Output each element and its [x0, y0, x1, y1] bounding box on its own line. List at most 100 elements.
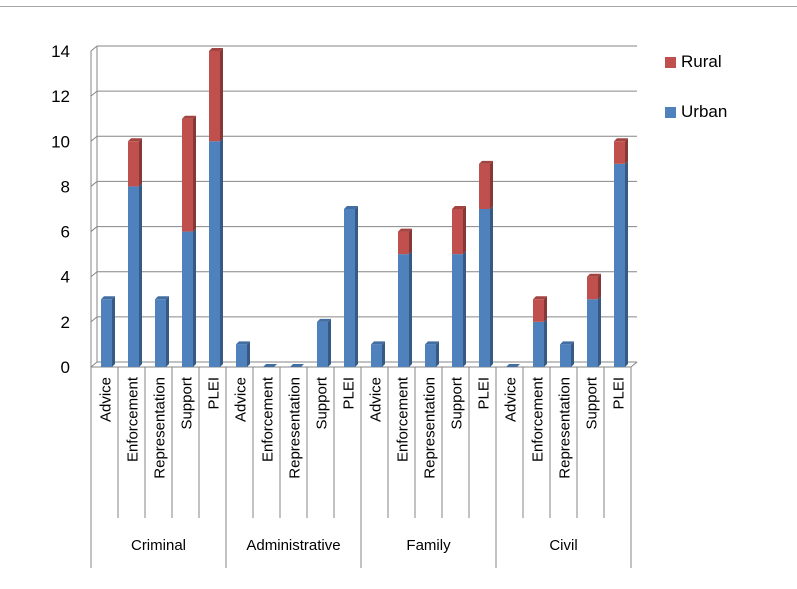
bar-rural: [398, 231, 409, 255]
bar-top: [425, 341, 439, 345]
bar-top: [479, 160, 493, 164]
bar-urban-side: [382, 341, 385, 367]
category-label: Advice: [98, 377, 115, 422]
bar-urban: [398, 254, 409, 367]
group-label: Administrative: [246, 537, 340, 554]
bar-urban: [128, 186, 139, 367]
bar-top: [236, 341, 250, 345]
bar-top: [344, 206, 358, 209]
category-label: Enforcement: [395, 376, 412, 462]
bar-urban: [182, 231, 193, 367]
gridline-side-6: [90, 226, 98, 232]
y-tick-label: 4: [61, 268, 70, 287]
bar-top: [398, 228, 412, 232]
bar-rural: [479, 163, 490, 209]
category-label: PLEI: [341, 377, 358, 410]
legend-item-urban: Urban: [665, 102, 727, 122]
bar-rural-side: [625, 138, 628, 164]
group-label: Criminal: [131, 537, 186, 554]
category-label: Support: [584, 376, 601, 429]
bar-rural-side: [409, 228, 412, 255]
category-label: Enforcement: [260, 376, 277, 462]
group-label: Family: [406, 537, 451, 554]
legend-swatch-rural: [665, 56, 676, 68]
bar-urban-side: [355, 206, 358, 367]
y-tick-label: 14: [51, 42, 70, 61]
bar-urban-side: [625, 160, 628, 367]
group-label: Civil: [549, 537, 577, 554]
bar-top: [317, 318, 331, 322]
y-tick-label: 6: [61, 223, 70, 242]
bar-urban-side: [166, 296, 169, 367]
category-label: Support: [314, 376, 331, 429]
bar-rural: [209, 51, 220, 142]
bar-urban: [479, 209, 490, 367]
category-label: Enforcement: [125, 376, 142, 462]
y-tick-label: 8: [61, 177, 70, 196]
bar-urban-side: [463, 251, 466, 367]
bar-top: [209, 48, 223, 51]
bar-top: [614, 138, 628, 142]
category-label: Enforcement: [530, 376, 547, 462]
bar-rural-side: [544, 296, 547, 322]
bar-urban: [614, 163, 625, 367]
y-tick-label: 10: [51, 132, 70, 151]
category-label: Advice: [503, 377, 520, 422]
bar-urban: [317, 321, 328, 367]
bar-top: [371, 341, 385, 345]
legend: Rural Urban: [665, 52, 727, 152]
category-label: Support: [449, 376, 466, 429]
bar-top: [506, 364, 520, 367]
bar-top: [290, 364, 304, 367]
gridline-side-0: [90, 361, 98, 368]
bar-urban: [587, 299, 598, 367]
bar-rural: [452, 209, 463, 255]
floor-right-edge: [630, 361, 638, 368]
bar-rural-side: [490, 160, 493, 209]
legend-label-urban: Urban: [681, 102, 728, 121]
gridline-side-14: [90, 45, 98, 52]
bar-rural-side: [598, 273, 601, 300]
bar-rural-side: [220, 48, 223, 142]
category-label: Advice: [368, 377, 385, 422]
category-label: Representation: [152, 377, 169, 479]
category-label: Support: [179, 376, 196, 429]
bar-top: [101, 296, 115, 300]
gridline-side-12: [90, 90, 98, 97]
bar-urban-side: [139, 183, 142, 367]
bar-rural-side: [139, 138, 142, 187]
bar-top: [128, 138, 142, 142]
category-label: Representation: [557, 377, 574, 479]
bar-urban-side: [571, 341, 574, 367]
bar-urban: [236, 344, 247, 367]
bar-urban: [425, 344, 436, 367]
category-label: PLEI: [206, 377, 223, 410]
y-tick-label: 12: [51, 87, 70, 106]
bar-rural-side: [193, 115, 196, 232]
gridline-side-10: [90, 135, 98, 142]
bar-urban: [101, 299, 112, 367]
bar-urban: [452, 254, 463, 367]
bar-top: [587, 273, 601, 277]
bar-urban: [371, 344, 382, 367]
bar-rural: [587, 276, 598, 300]
gridline-side-4: [90, 271, 98, 278]
bar-rural: [128, 141, 139, 187]
bar-rural: [614, 141, 625, 164]
category-label: PLEI: [476, 377, 493, 410]
bar-urban-side: [490, 206, 493, 367]
bar-top: [560, 341, 574, 345]
bar-urban: [344, 209, 355, 367]
gridline-side-2: [90, 316, 98, 323]
bar-urban: [155, 299, 166, 367]
bar-rural: [533, 299, 544, 322]
top-divider: [0, 6, 797, 7]
bar-urban-side: [220, 138, 223, 367]
y-tick-label: 0: [61, 358, 70, 377]
bar-top: [182, 115, 196, 119]
bar-urban-side: [409, 251, 412, 367]
bar-urban-side: [436, 341, 439, 367]
bar-urban-side: [328, 318, 331, 367]
legend-item-rural: Rural: [665, 52, 727, 72]
